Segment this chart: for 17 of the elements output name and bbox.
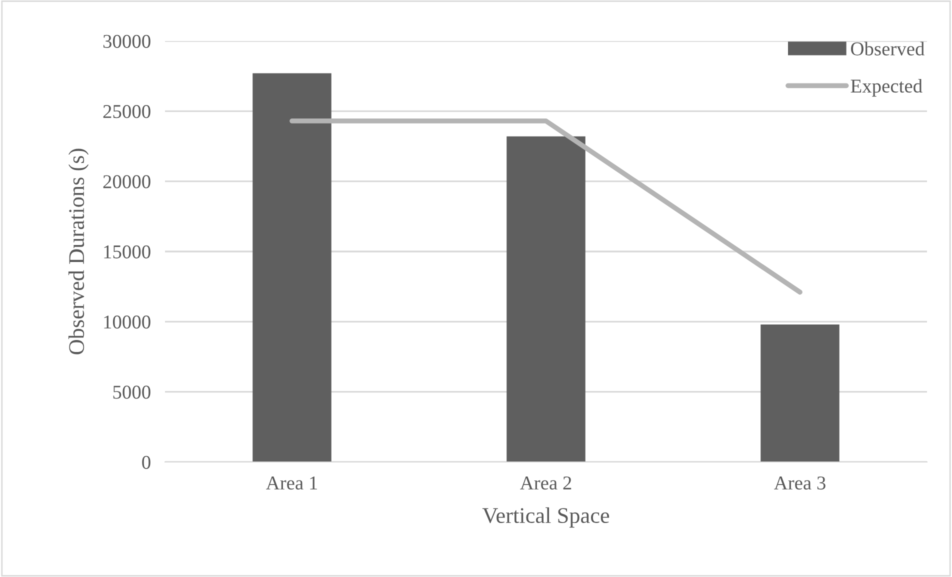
x-tick-label: Area 2 bbox=[520, 476, 572, 490]
y-tick-label: 30000 bbox=[103, 34, 150, 48]
y-tick-label: 20000 bbox=[103, 175, 150, 188]
legend-label: Observed bbox=[851, 42, 924, 56]
x-tick-label: Area 3 bbox=[774, 476, 826, 490]
y-tick-label: 0 bbox=[142, 456, 150, 469]
x-tick-label: Area 1 bbox=[266, 476, 318, 490]
x-axis-title: Vertical Space bbox=[482, 507, 610, 528]
y-tick-label: 15000 bbox=[104, 245, 150, 258]
y-tick-label: 5000 bbox=[113, 386, 150, 399]
y-tick-label: 10000 bbox=[104, 315, 150, 329]
y-tick-label: 25000 bbox=[103, 104, 150, 118]
bar bbox=[506, 136, 586, 462]
bar bbox=[760, 324, 840, 462]
legend-label: Expected bbox=[850, 78, 922, 97]
bar bbox=[252, 73, 332, 462]
y-axis-title: Observed Durations (s) bbox=[68, 148, 89, 354]
